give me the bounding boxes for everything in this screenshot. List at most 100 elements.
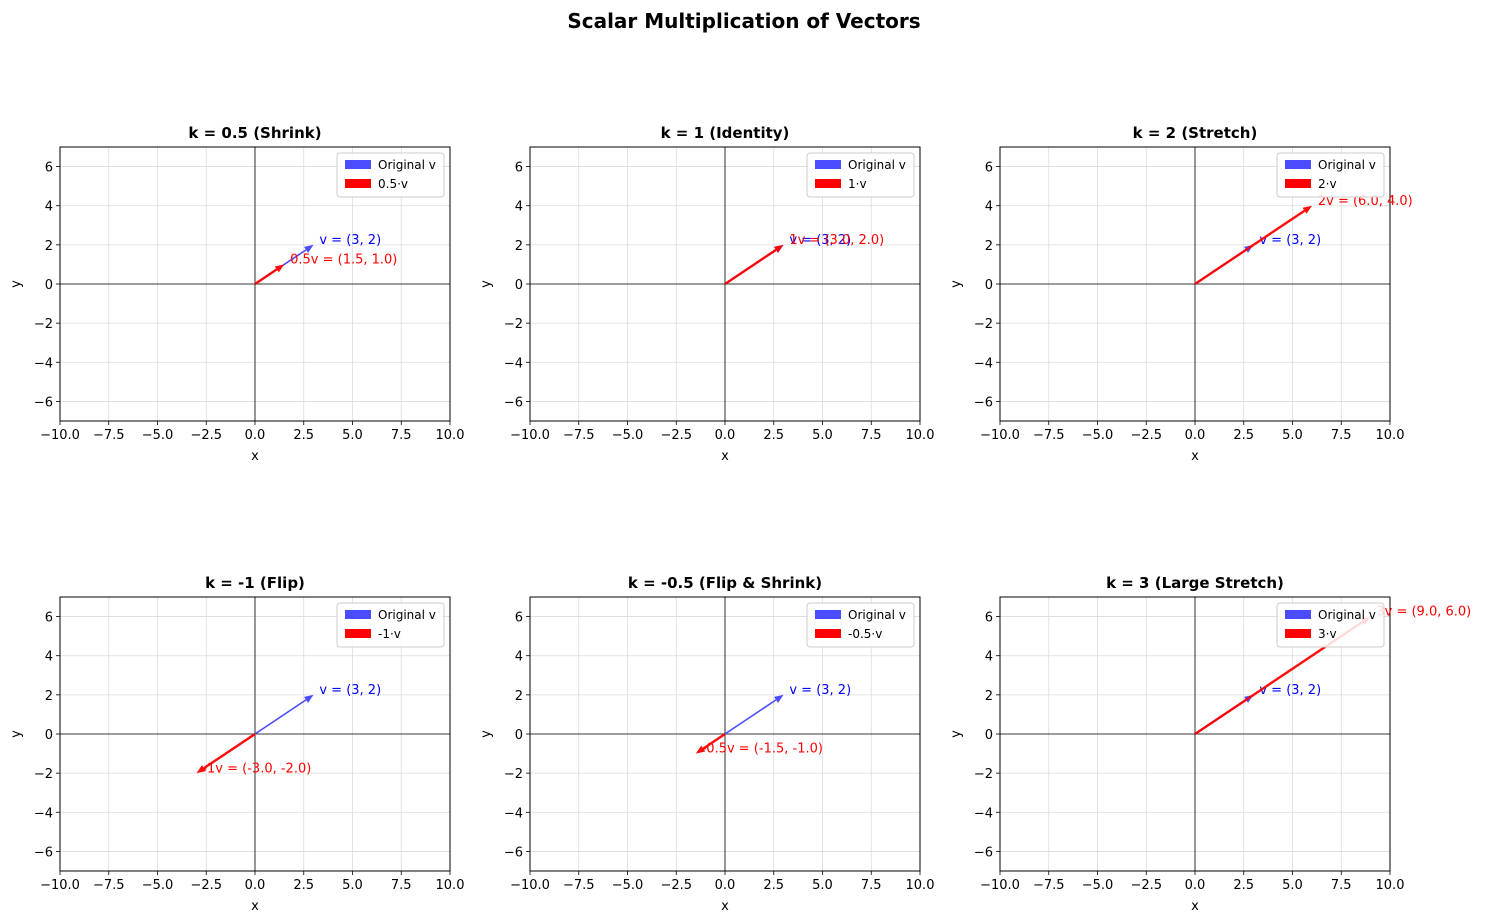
- y-axis-label: y: [949, 280, 964, 288]
- y-axis-label: y: [949, 730, 964, 738]
- x-tick-label: 10.0: [906, 428, 935, 443]
- x-tick-label: 5.0: [342, 878, 363, 893]
- legend: Original v -0.5·v: [806, 602, 915, 648]
- x-axis-label: x: [251, 449, 259, 464]
- panel-title: k = 2 (Stretch): [1133, 124, 1258, 142]
- y-tick-label: 6: [515, 611, 523, 626]
- legend-swatch: [1285, 629, 1311, 638]
- original-vector: [724, 694, 784, 735]
- original-vector-label: v = (3, 2): [1259, 233, 1321, 248]
- y-tick-label: 6: [985, 611, 993, 626]
- y-tick-label: 2: [985, 689, 993, 704]
- vector-arrowhead: [304, 694, 314, 703]
- vector-arrowhead: [695, 745, 706, 754]
- legend-entry: Original v: [378, 158, 436, 172]
- x-tick-label: −5.0: [142, 428, 174, 443]
- legend-entry: Original v: [848, 158, 906, 172]
- scaled-vector: [1194, 205, 1312, 285]
- legend-swatch: [1285, 179, 1311, 188]
- legend-swatch: [1285, 610, 1311, 619]
- x-tick-label: 5.0: [342, 428, 363, 443]
- panel-title: k = 0.5 (Shrink): [188, 124, 321, 142]
- x-tick-label: −5.0: [142, 878, 174, 893]
- x-tick-label: −2.5: [660, 428, 692, 443]
- y-tick-label: −4: [504, 806, 523, 821]
- y-tick-label: 2: [515, 239, 523, 254]
- x-tick-label: 2.5: [293, 878, 314, 893]
- scaled-vector: [254, 264, 285, 285]
- x-tick-label: −5.0: [1082, 428, 1114, 443]
- x-tick-label: −5.0: [612, 878, 644, 893]
- x-tick-label: −7.5: [563, 428, 595, 443]
- original-vector-label: v = (3, 2): [319, 683, 381, 698]
- x-tick-label: 10.0: [436, 428, 465, 443]
- x-tick-label: −2.5: [1130, 428, 1162, 443]
- x-tick-label: 10.0: [906, 878, 935, 893]
- x-tick-label: −10.0: [40, 878, 80, 893]
- x-tick-label: 7.5: [1331, 428, 1352, 443]
- y-tick-label: 6: [985, 161, 993, 176]
- subplot-panel: k = 0.5 (Shrink) −10.0 −7.5 −5.0 −2.5 0.0 2.5 5…: [9, 124, 464, 464]
- x-tick-label: −7.5: [1033, 878, 1065, 893]
- y-tick-label: 2: [45, 689, 53, 704]
- x-tick-label: 0.0: [1185, 428, 1206, 443]
- y-tick-label: −6: [34, 395, 53, 410]
- y-tick-label: 0: [45, 728, 53, 743]
- y-tick-label: 0: [45, 278, 53, 293]
- scaled-vector-label: -1v = (-3.0, -2.0): [202, 761, 311, 776]
- legend-entry: 0.5·v: [378, 177, 408, 191]
- x-axis-label: x: [721, 449, 729, 464]
- y-tick-label: −4: [974, 806, 993, 821]
- original-vector-label: v = (3, 2): [319, 233, 381, 248]
- legend: Original v 0.5·v: [336, 152, 445, 198]
- legend-entry: -1·v: [378, 627, 401, 641]
- y-axis-label: y: [9, 730, 24, 738]
- vector-shaft: [724, 699, 777, 735]
- legend-swatch: [815, 610, 841, 619]
- subplot-panel: k = 3 (Large Stretch) −10.0 −7.5 −5.0 −2.5 0.…: [949, 574, 1471, 914]
- y-tick-label: 2: [45, 239, 53, 254]
- legend-entry: 3·v: [1318, 627, 1337, 641]
- y-tick-label: 0: [515, 278, 523, 293]
- legend-swatch: [815, 179, 841, 188]
- y-tick-label: −6: [34, 845, 53, 860]
- legend: Original v -1·v: [336, 602, 445, 648]
- vector-shaft: [203, 733, 256, 770]
- subplot-panel: k = -0.5 (Flip & Shrink) −10.0 −7.5 −5.0 −2.…: [479, 574, 934, 914]
- y-tick-label: −2: [34, 767, 53, 782]
- legend: Original v 1·v: [806, 152, 915, 198]
- x-tick-label: −2.5: [190, 878, 222, 893]
- x-axis-label: x: [1191, 449, 1199, 464]
- x-tick-label: 0.0: [715, 428, 736, 443]
- legend-entry: Original v: [1318, 158, 1376, 172]
- y-tick-label: −6: [974, 395, 993, 410]
- panel-title: k = 1 (Identity): [661, 124, 790, 142]
- y-tick-label: −2: [34, 317, 53, 332]
- x-tick-label: 10.0: [436, 878, 465, 893]
- x-tick-label: −7.5: [1033, 428, 1065, 443]
- x-tick-label: 7.5: [1331, 878, 1352, 893]
- legend-swatch: [815, 629, 841, 638]
- panel-title: k = -1 (Flip): [205, 574, 305, 592]
- y-tick-label: 6: [45, 611, 53, 626]
- x-tick-label: −2.5: [190, 428, 222, 443]
- y-tick-label: −4: [974, 356, 993, 371]
- x-tick-label: 2.5: [763, 428, 784, 443]
- x-tick-label: −10.0: [510, 428, 550, 443]
- x-tick-label: 5.0: [812, 878, 833, 893]
- y-tick-label: −2: [504, 767, 523, 782]
- legend: Original v 3·v: [1276, 602, 1385, 648]
- x-tick-label: −5.0: [1082, 878, 1114, 893]
- x-tick-label: 0.0: [245, 878, 266, 893]
- y-tick-label: −2: [974, 317, 993, 332]
- x-tick-label: −10.0: [40, 428, 80, 443]
- panel-title: k = 3 (Large Stretch): [1106, 574, 1284, 592]
- y-tick-label: −4: [34, 806, 53, 821]
- legend-swatch: [345, 160, 371, 169]
- x-tick-label: 5.0: [1282, 428, 1303, 443]
- original-vector: [254, 694, 314, 735]
- x-tick-label: −2.5: [1130, 878, 1162, 893]
- y-tick-label: −6: [504, 845, 523, 860]
- x-tick-label: 7.5: [861, 878, 882, 893]
- y-tick-label: −2: [504, 317, 523, 332]
